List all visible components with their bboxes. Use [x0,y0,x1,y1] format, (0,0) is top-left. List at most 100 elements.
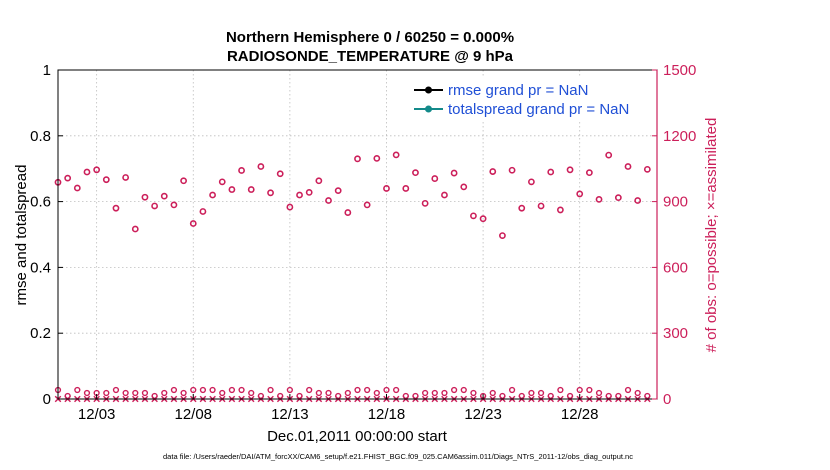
upper-point [122,174,130,181]
x-tick-label: 12/28 [561,406,599,423]
possible-point [267,386,274,394]
upper-point [131,225,139,233]
upper-point [325,197,332,204]
upper-point [470,212,477,220]
y-axis-right-label: # of obs: o=possible; ×=assimilated [703,118,720,353]
possible-point [508,386,516,394]
y-right-tick-label: 300 [663,325,688,342]
chart-title: Northern Hemisphere 0 / 60250 = 0.000% [226,29,514,46]
possible-point [132,389,139,397]
possible-point [422,389,429,397]
upper-point [441,191,448,199]
upper-point [547,168,555,176]
possible-point [537,389,545,397]
possible-point [373,389,380,397]
upper-point [199,208,207,215]
possible-point [393,386,400,394]
upper-point [228,186,236,193]
upper-point [489,168,497,175]
upper-point [373,154,381,162]
y-right-tick-label: 1500 [663,62,696,79]
possible-point [180,389,187,397]
possible-point [103,389,110,397]
upper-point [93,166,101,174]
upper-point [363,201,371,209]
upper-point [508,166,516,174]
possible-point [489,389,496,397]
upper-point [566,166,574,174]
upper-point [624,163,632,170]
upper-point [218,178,226,186]
possible-point [83,389,91,397]
possible-point [431,389,438,397]
upper-point [170,201,178,209]
upper-point [528,178,535,186]
upper-point [160,192,168,200]
upper-point [643,165,651,173]
upper-point [354,155,361,163]
possible-point [74,386,81,394]
upper-point [73,184,81,192]
possible-point [238,386,245,394]
y-left-tick-label: 0.6 [30,194,51,211]
possible-point [122,389,129,397]
possible-point [595,389,603,397]
upper-point [556,206,564,214]
upper-point [605,151,613,159]
y-left-tick-label: 0.4 [30,259,51,276]
axis-ticks: 12/03 12/08 12/13 12/18 12/23 12/28 0 0.2 0.4 0.6… [30,62,696,423]
chart-subtitle: RADIOSONDE_TEMPERATURE @ 9 hPa [227,48,514,65]
upper-point [392,151,400,159]
x-tick-label: 12/13 [271,406,309,423]
upper-point [402,185,410,192]
legend: rmse grand pr = NaN totalspread grand pr… [405,76,655,122]
possible-point [383,386,390,394]
possible-point [344,389,351,397]
upper-point [189,220,197,227]
possible-point [199,386,207,394]
possible-point [470,389,477,397]
possible-point [190,386,197,394]
y-left-tick-label: 1 [43,62,51,79]
upper-point [180,177,187,185]
upper-point [112,204,120,212]
possible-point [557,386,564,394]
legend-box [405,76,655,122]
upper-point [334,187,342,195]
possible-point [248,389,255,397]
possible-point [451,386,458,394]
y-right-tick-label: 900 [663,194,688,211]
upper-point [412,169,419,177]
upper-point [151,202,159,210]
data-points [54,151,651,403]
legend-rmse-label: rmse grand pr = NaN [448,82,588,99]
possible-point [586,386,593,394]
y-right-tick-label: 600 [663,259,688,276]
possible-point [228,386,236,394]
data-file-footer: data file: /Users/raeder/DAI/ATM_forcXX/… [163,452,633,461]
possible-point [325,389,332,397]
upper-point [344,209,352,216]
possible-point [141,389,149,397]
upper-point [450,169,458,177]
y-left-tick-label: 0 [43,391,51,408]
upper-point [305,188,313,196]
upper-point [634,197,642,204]
upper-point [296,191,303,199]
possible-point [112,386,120,394]
y-right-tick-label: 1200 [663,128,696,145]
upper-point [460,183,468,191]
legend-spread-label: totalspread grand pr = NaN [448,101,629,118]
y-left-tick-label: 0.8 [30,128,51,145]
upper-point [286,203,294,211]
y-right-tick-label: 0 [663,391,671,408]
possible-point [209,386,216,394]
possible-point [286,386,293,394]
possible-point [364,386,371,394]
upper-point [595,196,603,203]
upper-point [315,177,323,185]
upper-point [102,176,110,184]
upper-point [83,168,91,176]
